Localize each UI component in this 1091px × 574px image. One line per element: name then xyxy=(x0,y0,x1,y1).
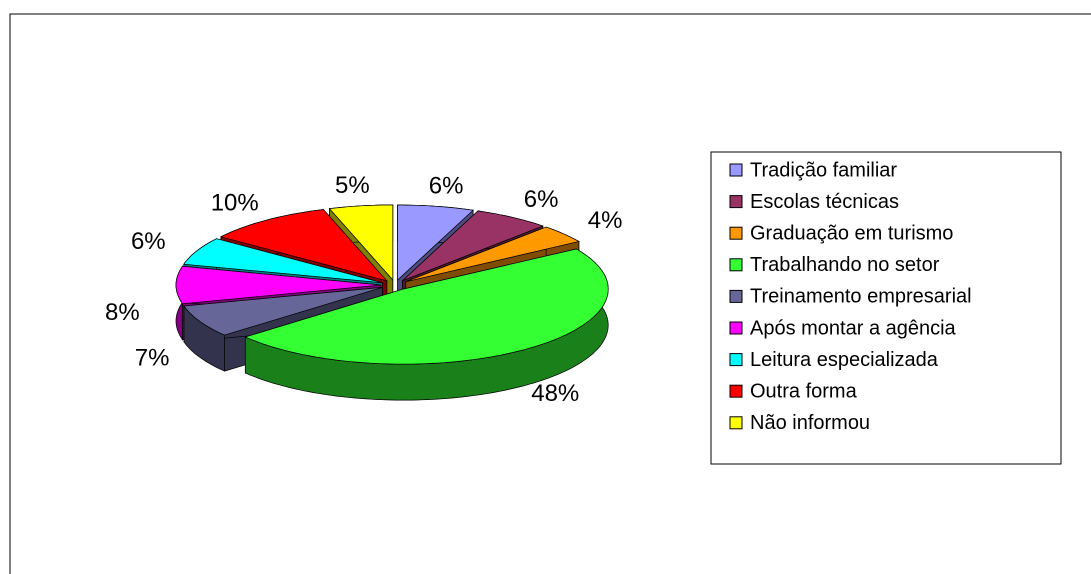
legend-label: Leitura especializada xyxy=(750,349,939,371)
slice xyxy=(183,238,383,284)
data-label: 48% xyxy=(531,380,579,407)
legend-box xyxy=(710,151,1062,465)
slice xyxy=(183,286,383,336)
legend-swatch xyxy=(729,321,743,335)
legend-label: Após montar a agência xyxy=(750,317,957,339)
legend-swatch xyxy=(729,289,743,303)
legend-swatch xyxy=(729,195,743,209)
legend-swatch xyxy=(729,416,743,430)
legend-label: Não informou xyxy=(750,412,870,434)
legend-swatch xyxy=(729,163,743,177)
data-label: 6% xyxy=(131,228,166,255)
legend-swatch xyxy=(729,353,743,367)
data-label: 5% xyxy=(335,172,370,199)
data-label: 8% xyxy=(105,299,140,326)
legend-label: Trabalhando no setor xyxy=(750,254,940,276)
slice xyxy=(405,226,580,283)
data-label: 6% xyxy=(429,172,464,199)
legend-label: Escolas técnicas xyxy=(750,191,899,213)
legend-label: Outra forma xyxy=(750,380,858,402)
data-label: 4% xyxy=(588,207,623,234)
data-label: 6% xyxy=(524,186,559,213)
data-label: 10% xyxy=(211,190,259,217)
legend-swatch xyxy=(729,226,743,240)
slice xyxy=(397,204,474,281)
legend-label: Treinamento empresarial xyxy=(750,286,972,308)
legend-swatch xyxy=(729,258,743,272)
frame xyxy=(9,13,1091,574)
slice xyxy=(175,265,382,305)
slice xyxy=(219,209,388,282)
legend-label: Graduação em turismo xyxy=(750,222,953,244)
slice xyxy=(402,210,544,282)
slice xyxy=(244,248,609,365)
legend-label: Tradição familiar xyxy=(750,159,897,181)
slice xyxy=(328,204,394,281)
data-label: 7% xyxy=(135,344,170,371)
legend-swatch xyxy=(729,384,743,398)
